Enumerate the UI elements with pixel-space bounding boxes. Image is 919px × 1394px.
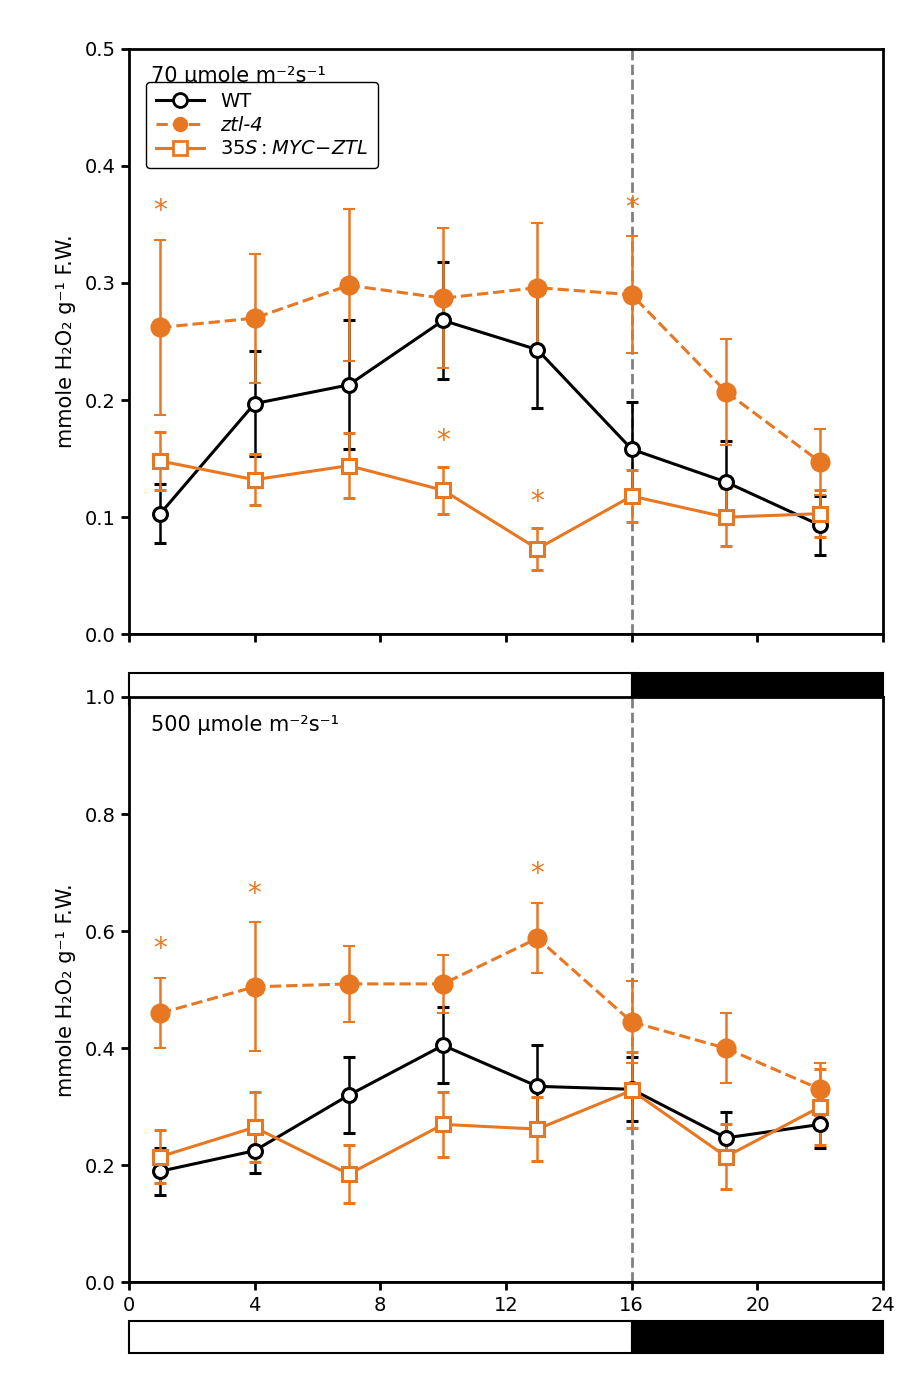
Text: 70 μmole m⁻²s⁻¹: 70 μmole m⁻²s⁻¹ <box>152 67 326 86</box>
Text: *: * <box>530 860 544 888</box>
Text: *: * <box>624 194 638 222</box>
Legend: WT, ztl-4, $35S:MYC\!-\!ZTL$: WT, ztl-4, $35S:MYC\!-\!ZTL$ <box>146 82 378 169</box>
Text: *: * <box>436 427 449 454</box>
Bar <box>129 1322 631 1354</box>
Y-axis label: mmole H₂O₂ g⁻¹ F.W.: mmole H₂O₂ g⁻¹ F.W. <box>56 882 76 1097</box>
Text: *: * <box>530 488 544 516</box>
Bar <box>129 673 631 705</box>
Text: 500 μmole m⁻²s⁻¹: 500 μmole m⁻²s⁻¹ <box>152 715 339 735</box>
Text: *: * <box>153 197 167 224</box>
Bar <box>631 673 882 705</box>
Text: *: * <box>247 880 261 907</box>
Bar <box>631 1322 882 1354</box>
Y-axis label: mmole H₂O₂ g⁻¹ F.W.: mmole H₂O₂ g⁻¹ F.W. <box>56 234 76 449</box>
Text: *: * <box>153 935 167 963</box>
X-axis label: Time (h): Time (h) <box>459 1320 552 1340</box>
